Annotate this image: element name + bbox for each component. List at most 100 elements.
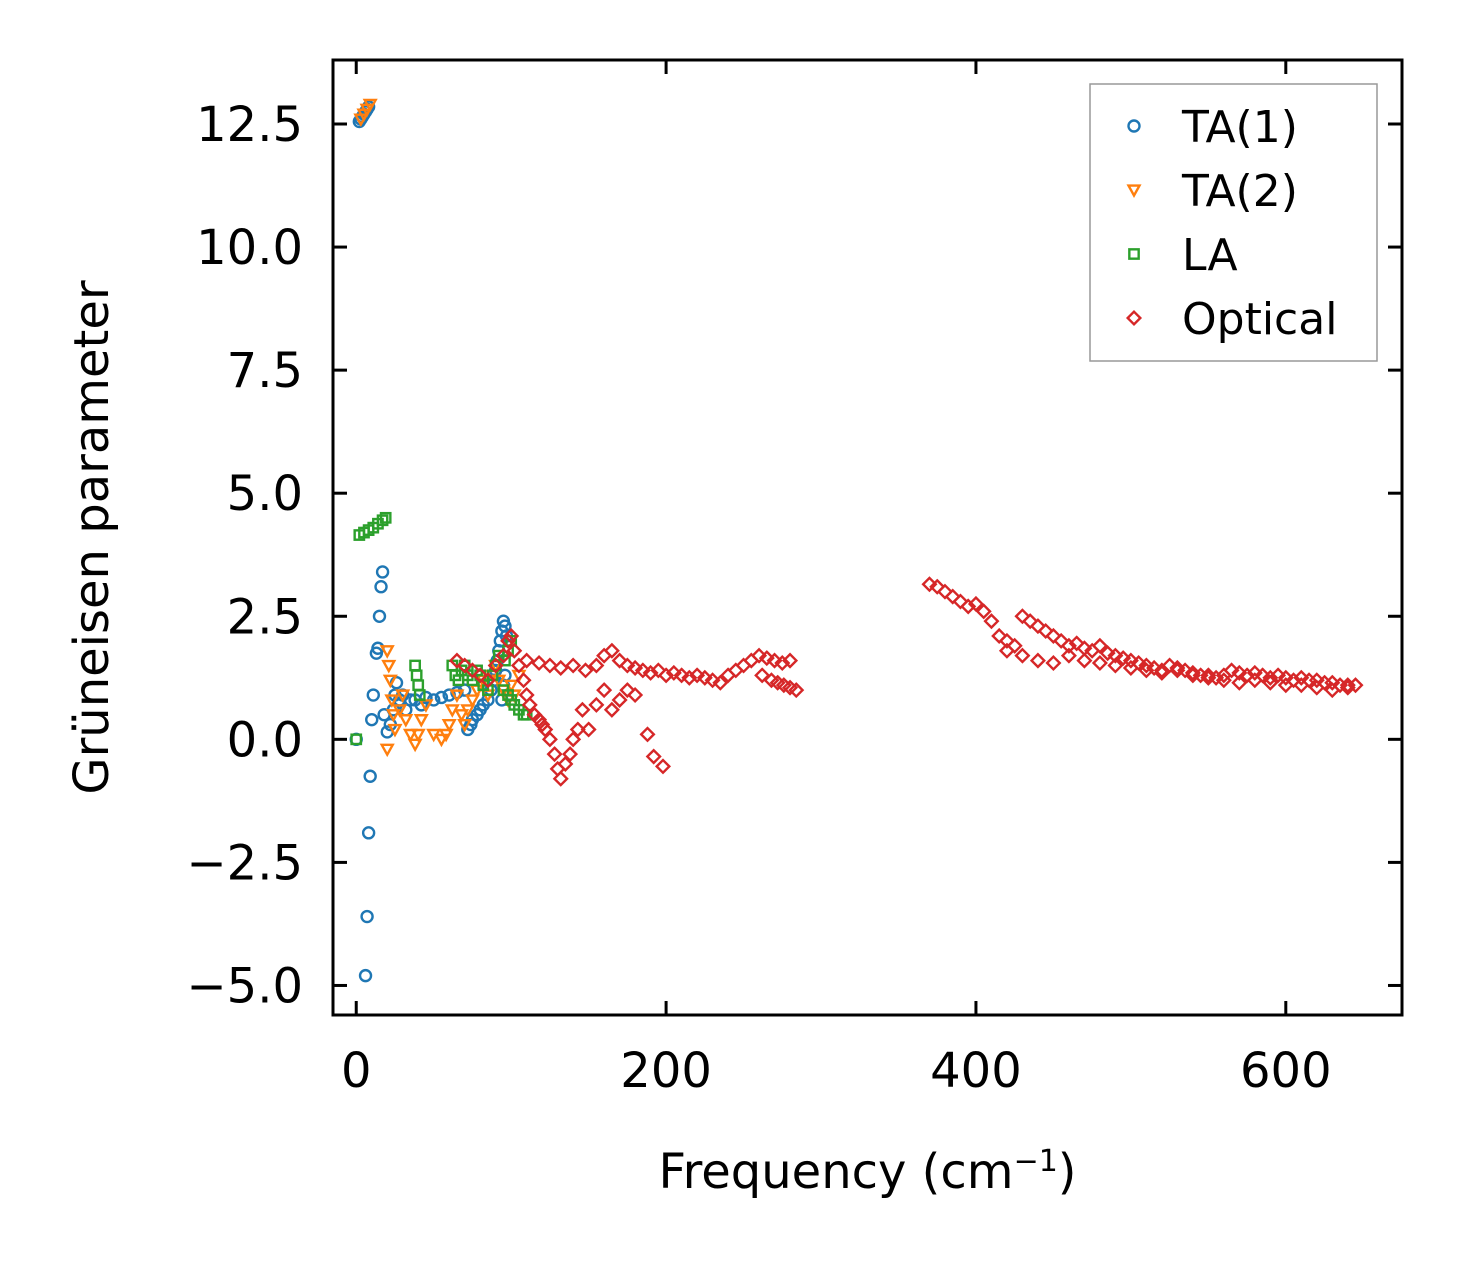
data-point bbox=[472, 667, 489, 684]
data-point bbox=[603, 642, 620, 659]
data-point bbox=[1200, 667, 1217, 684]
data-point bbox=[1246, 664, 1263, 681]
data-point bbox=[413, 689, 426, 701]
data-point bbox=[387, 723, 403, 738]
data-point bbox=[696, 669, 713, 686]
y-tick-label: 5.0 bbox=[227, 466, 303, 522]
data-point bbox=[546, 746, 563, 763]
series-la bbox=[350, 511, 533, 746]
data-point bbox=[531, 711, 548, 728]
data-point bbox=[413, 714, 429, 728]
data-point bbox=[936, 583, 953, 600]
data-point bbox=[1022, 613, 1039, 630]
data-point bbox=[654, 758, 672, 775]
data-point bbox=[596, 682, 613, 699]
data-point bbox=[441, 718, 457, 733]
data-point bbox=[1339, 679, 1356, 696]
data-point bbox=[495, 647, 512, 664]
x-tick-label: 0 bbox=[341, 1043, 372, 1099]
data-point bbox=[650, 662, 667, 679]
legend: TA(1) TA(2) LA Optical bbox=[1089, 83, 1378, 362]
data-point bbox=[975, 603, 992, 620]
data-point bbox=[464, 662, 481, 679]
data-point bbox=[577, 662, 594, 679]
data-point bbox=[392, 704, 408, 718]
data-point bbox=[1060, 647, 1077, 664]
data-point bbox=[565, 731, 582, 748]
data-point bbox=[565, 657, 582, 674]
data-point bbox=[1262, 669, 1279, 686]
data-point bbox=[448, 652, 465, 669]
data-point bbox=[998, 632, 1015, 649]
data-point bbox=[395, 689, 411, 703]
y-tick-label: 2.5 bbox=[227, 589, 303, 645]
data-point bbox=[1068, 635, 1085, 652]
data-point bbox=[766, 652, 783, 669]
data-point bbox=[382, 674, 398, 689]
data-point bbox=[1107, 657, 1124, 674]
data-point bbox=[1223, 662, 1240, 679]
data-point bbox=[366, 688, 380, 702]
data-point bbox=[1060, 637, 1077, 654]
data-point bbox=[1107, 647, 1124, 664]
x-axis-label-text: Frequency (cm bbox=[658, 1144, 1013, 1200]
data-point bbox=[1076, 652, 1093, 669]
data-point bbox=[449, 689, 465, 703]
data-point bbox=[619, 682, 636, 699]
data-point bbox=[743, 652, 760, 669]
data-point bbox=[751, 647, 768, 664]
data-point bbox=[379, 743, 395, 758]
data-point bbox=[689, 667, 706, 684]
data-point bbox=[358, 968, 373, 983]
x-tick-label: 200 bbox=[620, 1043, 712, 1099]
data-point bbox=[503, 627, 520, 644]
data-point bbox=[541, 731, 558, 748]
data-point bbox=[1231, 664, 1248, 681]
data-point bbox=[775, 677, 792, 694]
data-point bbox=[1006, 637, 1023, 654]
data-point bbox=[645, 748, 662, 765]
axes-frame bbox=[331, 58, 1404, 1017]
data-point bbox=[1130, 655, 1147, 672]
data-point bbox=[1146, 659, 1163, 676]
data-point bbox=[574, 701, 591, 718]
x-axis-label-superscript: −1 bbox=[1014, 1144, 1058, 1179]
data-point bbox=[639, 726, 656, 743]
data-point bbox=[1270, 667, 1287, 684]
data-point bbox=[782, 652, 799, 669]
data-point bbox=[712, 674, 729, 691]
y-tick-label: 7.5 bbox=[227, 343, 303, 399]
data-point bbox=[374, 580, 388, 594]
y-tick-label: −5.0 bbox=[186, 958, 303, 1014]
y-axis-label: Grüneisen parameter bbox=[64, 280, 120, 795]
data-point bbox=[952, 593, 969, 610]
data-point bbox=[365, 712, 379, 727]
data-point bbox=[375, 565, 390, 579]
data-point bbox=[1347, 677, 1364, 694]
data-point bbox=[562, 746, 579, 763]
data-point bbox=[372, 609, 387, 623]
data-point bbox=[1014, 608, 1031, 625]
data-point bbox=[960, 598, 977, 615]
data-point bbox=[769, 674, 786, 691]
data-point bbox=[1262, 674, 1279, 691]
data-point bbox=[518, 652, 535, 669]
data-point bbox=[557, 755, 574, 772]
data-point bbox=[407, 738, 423, 753]
data-point bbox=[520, 708, 533, 721]
data-point bbox=[681, 669, 698, 686]
series-ta-1 bbox=[349, 100, 514, 983]
data-point bbox=[627, 659, 644, 676]
data-point bbox=[537, 721, 554, 738]
data-point bbox=[588, 657, 605, 674]
data-point bbox=[1029, 652, 1046, 669]
data-point bbox=[1324, 682, 1341, 699]
data-point bbox=[1184, 667, 1201, 684]
data-point bbox=[1308, 679, 1325, 696]
data-point bbox=[515, 672, 532, 689]
data-point bbox=[634, 662, 651, 679]
data-point bbox=[758, 650, 775, 667]
data-point bbox=[1122, 659, 1139, 676]
y-tick-label: −2.5 bbox=[186, 835, 303, 891]
data-point bbox=[500, 632, 517, 649]
